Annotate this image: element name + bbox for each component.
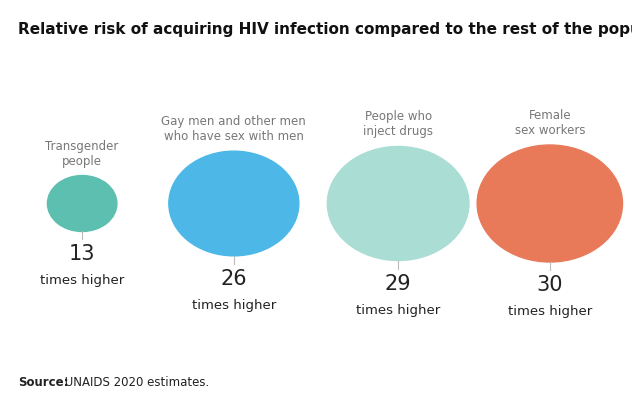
Text: Transgender
people: Transgender people xyxy=(46,140,119,168)
Ellipse shape xyxy=(477,145,623,262)
Text: 13: 13 xyxy=(69,245,95,265)
Text: 26: 26 xyxy=(221,269,247,289)
Text: times higher: times higher xyxy=(40,274,125,287)
Text: times higher: times higher xyxy=(191,299,276,312)
Text: times higher: times higher xyxy=(356,304,441,317)
Text: 30: 30 xyxy=(537,275,563,295)
Ellipse shape xyxy=(327,147,469,260)
Text: Source:: Source: xyxy=(18,376,68,389)
Ellipse shape xyxy=(169,151,299,256)
Text: People who
inject drugs: People who inject drugs xyxy=(363,110,433,138)
Ellipse shape xyxy=(47,175,117,232)
Text: Gay men and other men
who have sex with men: Gay men and other men who have sex with … xyxy=(161,115,307,143)
Text: 29: 29 xyxy=(385,274,411,293)
Text: Relative risk of acquiring HIV infection compared to the rest of the population,: Relative risk of acquiring HIV infection… xyxy=(18,22,632,37)
Text: Female
sex workers: Female sex workers xyxy=(514,109,585,137)
Text: times higher: times higher xyxy=(507,305,592,318)
Text: UNAIDS 2020 estimates.: UNAIDS 2020 estimates. xyxy=(61,376,209,389)
